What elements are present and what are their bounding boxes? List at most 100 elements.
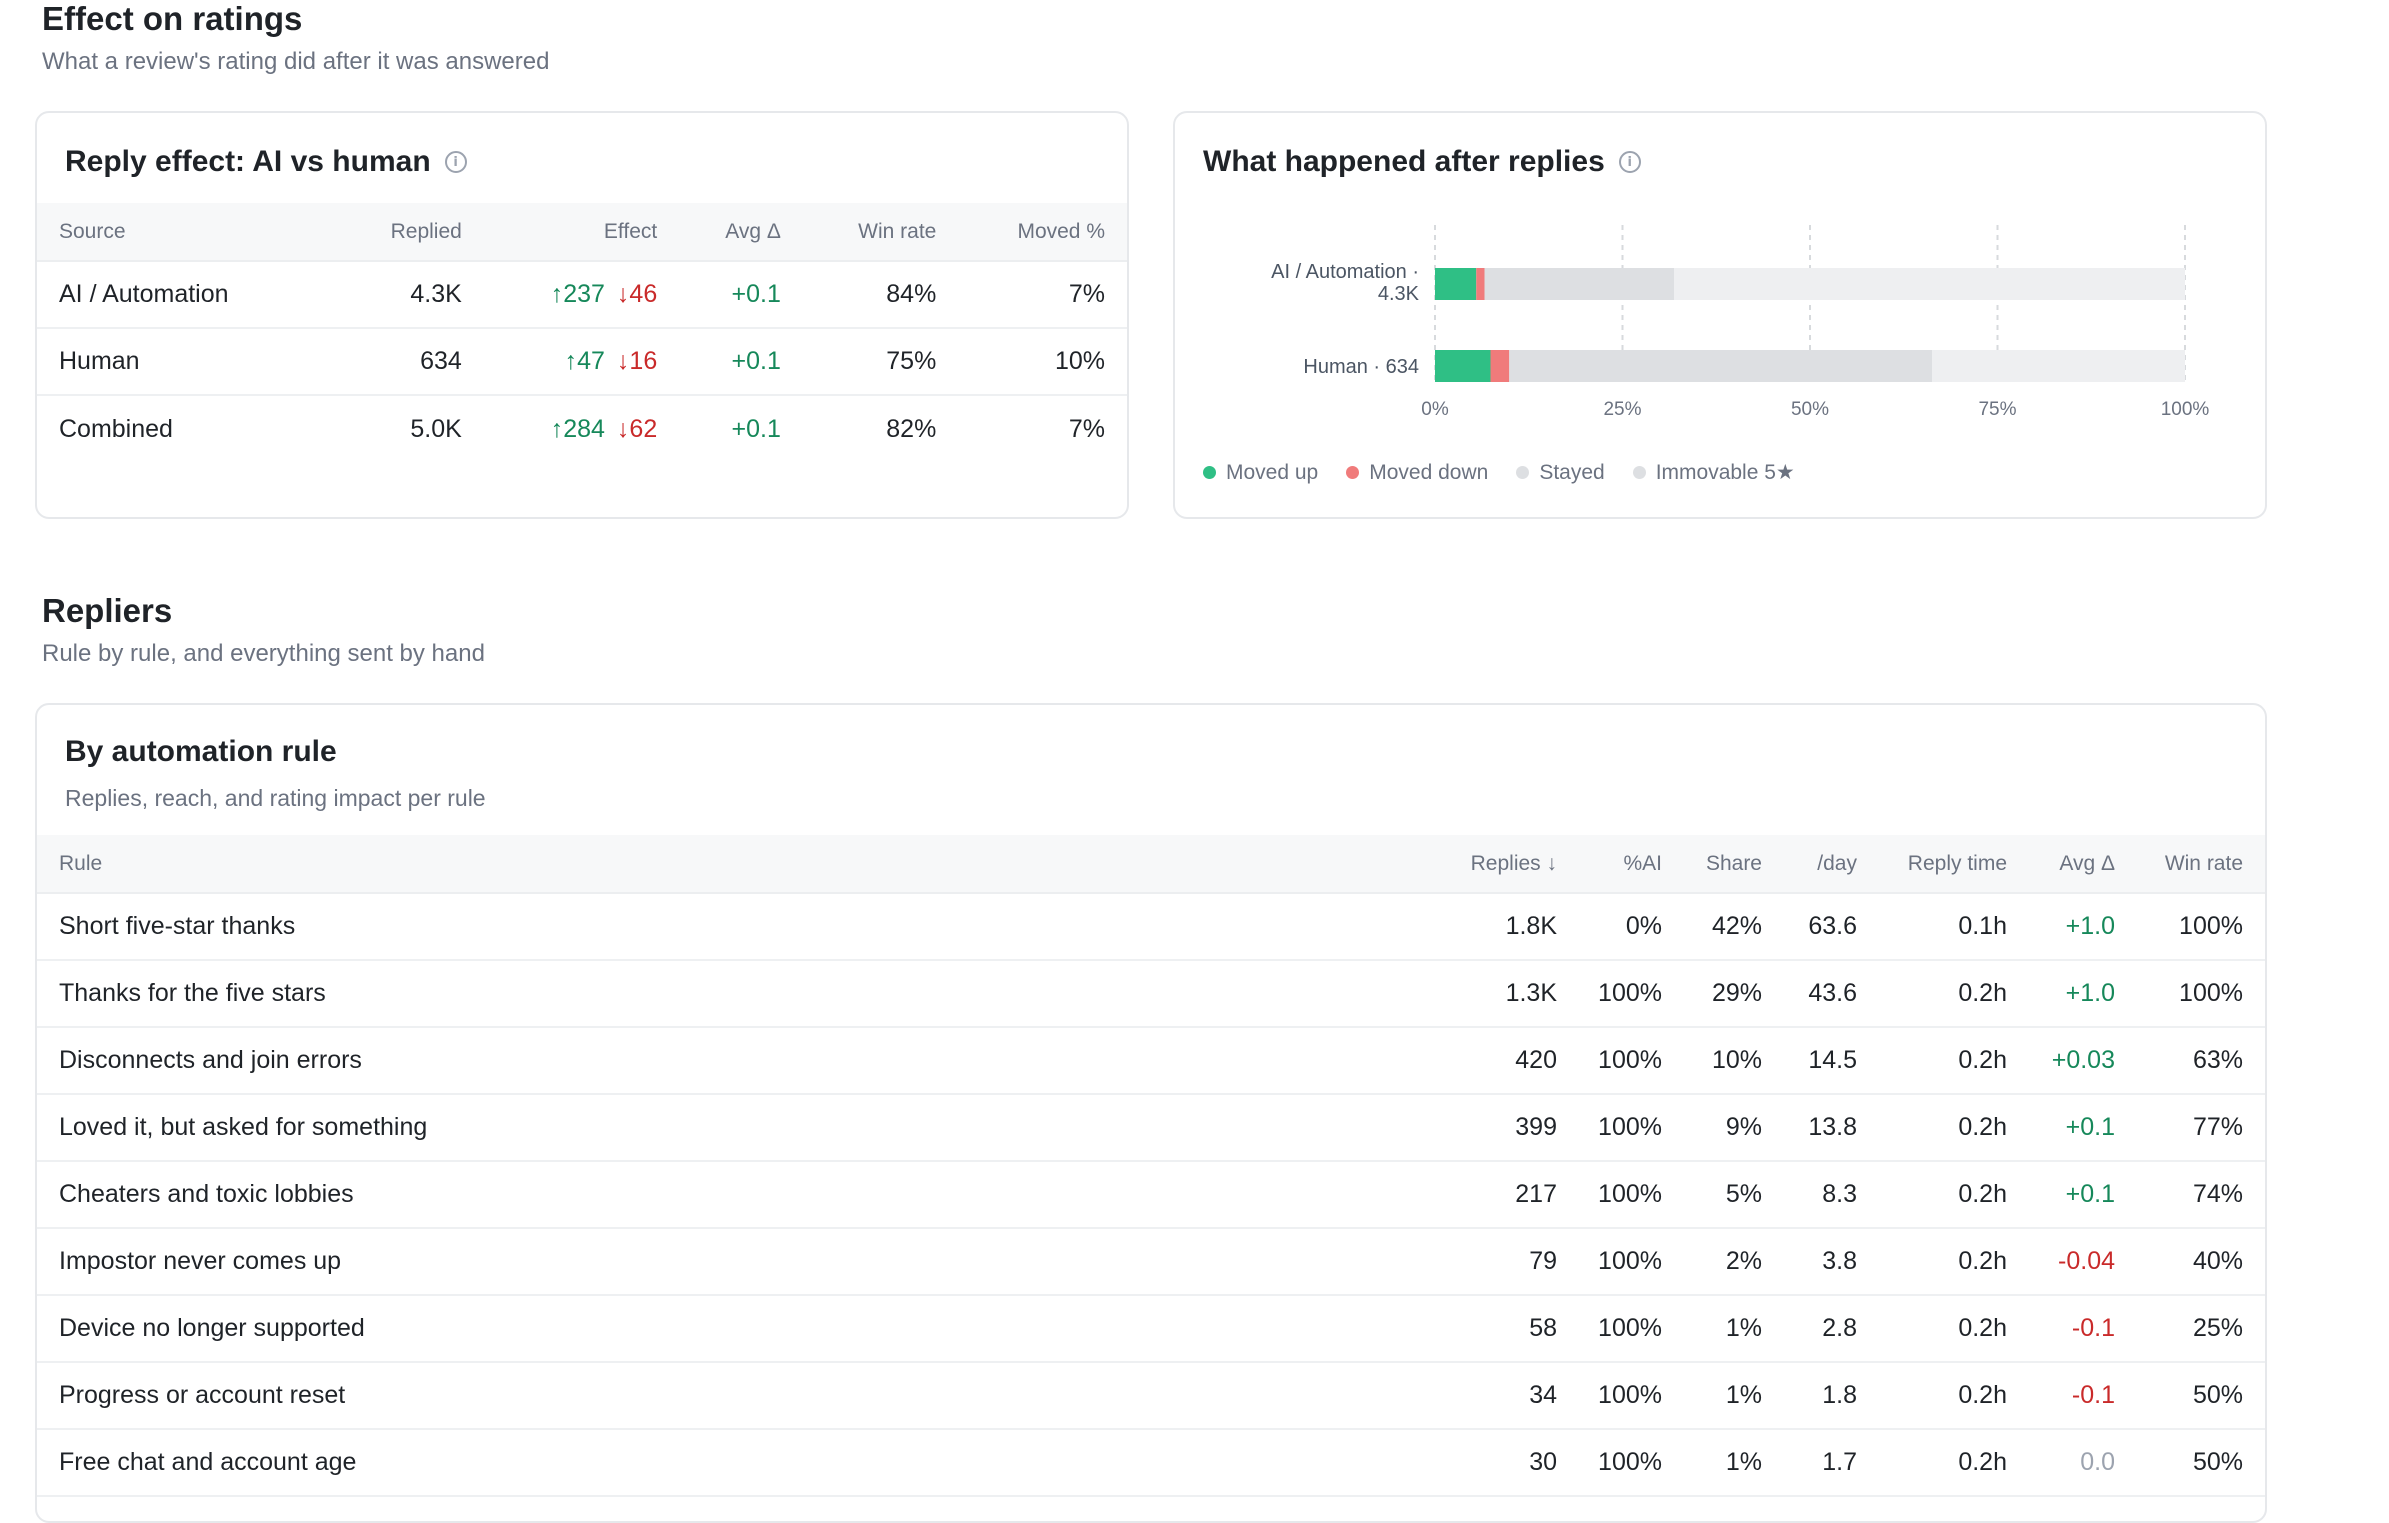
col-per-day[interactable]: /day	[1784, 835, 1879, 894]
reply-time-cell: 0.2h	[1879, 1362, 2029, 1430]
share-cell: 42%	[1684, 893, 1784, 961]
legend-item-moved-down[interactable]: Moved down	[1346, 461, 1488, 485]
bar-segment[interactable]	[1509, 350, 1933, 382]
repliers-section-title: Repliers	[42, 592, 173, 629]
table-row[interactable]: Short five-star thanks 1.8K 0% 42% 63.6 0.1h +…	[37, 893, 2265, 961]
reply-time-cell: 0.2h	[1879, 1295, 2029, 1363]
avg-delta-cell: -0.1	[2029, 1295, 2137, 1363]
rule-name-cell: Disconnects and join errors	[37, 1027, 1449, 1095]
legend-label: Moved up	[1226, 460, 1319, 484]
percent-ai-cell: 100%	[1579, 1228, 1684, 1296]
col-source[interactable]: Source	[37, 203, 339, 262]
bar-segment[interactable]	[1484, 268, 1675, 300]
col-rule[interactable]: Rule	[37, 835, 1449, 894]
per-day-cell: 8.3	[1784, 1161, 1879, 1229]
info-icon[interactable]: i	[444, 151, 467, 173]
effect-cell: ↑284 ↓62	[484, 395, 679, 462]
x-tick-label: 75%	[1978, 399, 2016, 420]
table-row[interactable]: Impostor never comes up 79 100% 2% 3.8 0.2h -0…	[37, 1228, 2265, 1296]
col-percent-ai[interactable]: %AI	[1579, 835, 1684, 894]
table-row[interactable]: Disconnects and join errors 420 100% 10% 14.…	[37, 1027, 2265, 1095]
info-icon[interactable]: i	[1618, 151, 1641, 173]
bar-segment[interactable]	[1476, 268, 1485, 300]
bar-segment[interactable]	[1932, 350, 2185, 382]
moved-up-count: ↑284	[550, 414, 605, 443]
avg-delta-cell: +1.0	[2029, 893, 2137, 961]
col-effect[interactable]: Effect	[483, 203, 680, 262]
source-cell: AI / Automation	[37, 261, 339, 329]
repliers-section-subtitle: Rule by rule, and everything sent by han…	[42, 640, 485, 667]
reply-time-cell: 0.2h	[1879, 1161, 2029, 1229]
legend-dot	[1346, 466, 1360, 479]
source-cell: Human	[37, 328, 339, 396]
win-rate-cell: 75%	[802, 328, 959, 396]
avg-delta-cell: +0.1	[2029, 1161, 2137, 1229]
col-share[interactable]: Share	[1684, 835, 1784, 894]
bar-segment[interactable]	[1490, 350, 1510, 382]
moved-cell: 10%	[958, 328, 1127, 396]
reply-time-cell: 0.2h	[1879, 1094, 2029, 1162]
share-cell: 1%	[1684, 1429, 1784, 1497]
outcome-chart: 0% 25% 50% 75% 100% AI / Automation · 4.3K Huma…	[1271, 225, 2210, 420]
win-rate-cell: 40%	[2137, 1228, 2265, 1296]
percent-ai-cell: 100%	[1579, 1362, 1684, 1430]
automation-rule-title: By automation rule	[65, 735, 337, 768]
percent-ai-cell: 100%	[1579, 1027, 1684, 1095]
legend-item-moved-up[interactable]: Moved up	[1203, 461, 1318, 485]
after-replies-title: What happened after replies i	[1203, 145, 1641, 179]
legend-label: Stayed	[1539, 460, 1605, 484]
bar-segment[interactable]	[1435, 268, 1477, 300]
percent-ai-cell: 100%	[1579, 1429, 1684, 1497]
legend-item-stayed[interactable]: Stayed	[1516, 460, 1605, 485]
moved-up-count: ↑47	[564, 347, 605, 375]
table-row[interactable]: Free chat and account age 30 100% 1% 1.7 0.2h…	[37, 1429, 2265, 1497]
table-row[interactable]: Cheaters and toxic lobbies 217 100% 5% 8.3 0.…	[37, 1161, 2265, 1229]
col-replied[interactable]: Replied	[338, 203, 484, 262]
col-avg-delta[interactable]: Avg Δ	[2029, 835, 2137, 894]
bar-segment[interactable]	[1435, 350, 1491, 382]
per-day-cell: 1.7	[1784, 1429, 1879, 1497]
col-replies-sorted[interactable]: Replies ↓	[1449, 835, 1579, 894]
table-header-row: Rule Replies ↓ %AI Share /day Reply time…	[37, 835, 2265, 894]
table-row[interactable]: Combined 5.0K ↑284 ↓62 +0.1 82% 7%	[37, 395, 1127, 462]
automation-rule-card: By automation rule Replies, reach, and r…	[35, 703, 2267, 1523]
share-cell: 10%	[1684, 1027, 1784, 1095]
win-rate-cell: 100%	[2137, 893, 2265, 961]
table-row[interactable]: Thanks for the five stars 1.3K 100% 29% 43.6…	[37, 960, 2265, 1028]
effect-section-title: Effect on ratings	[42, 0, 303, 37]
bar-segment[interactable]	[1674, 268, 2185, 300]
col-win-rate[interactable]: Win rate	[2137, 835, 2265, 894]
replies-cell: 420	[1449, 1027, 1579, 1095]
replies-cell: 1.3K	[1449, 960, 1579, 1028]
reply-effect-card: Reply effect: AI vs human i Source Repli…	[35, 111, 1129, 519]
col-moved[interactable]: Moved %	[958, 203, 1127, 262]
table-row[interactable]: Loved it, but asked for something 399 100%…	[37, 1094, 2265, 1162]
moved-up-count: ↑237	[550, 280, 605, 308]
after-replies-title-text: What happened after replies	[1203, 145, 1605, 178]
legend-item-immovable[interactable]: Immovable 5★	[1632, 460, 1795, 485]
rule-name-cell: Short five-star thanks	[37, 893, 1449, 961]
percent-ai-cell: 100%	[1579, 1094, 1684, 1162]
replied-cell: 5.0K	[410, 414, 462, 443]
col-reply-time[interactable]: Reply time	[1879, 835, 2029, 894]
share-cell: 2%	[1684, 1228, 1784, 1296]
win-rate-cell: 82%	[886, 414, 937, 443]
rule-name-cell: Impostor never comes up	[37, 1228, 1449, 1296]
category-label: Human · 634	[1303, 356, 1419, 378]
moved-cell: 7%	[958, 261, 1127, 329]
x-tick-label: 100%	[2161, 399, 2210, 420]
per-day-cell: 43.6	[1784, 960, 1879, 1028]
col-avg-delta[interactable]: Avg Δ	[679, 203, 803, 262]
win-rate-cell: 50%	[2137, 1362, 2265, 1430]
table-row[interactable]: Progress or account reset 34 100% 1% 1.8 0.2h…	[37, 1362, 2265, 1430]
col-win-rate[interactable]: Win rate	[802, 203, 959, 262]
table-row[interactable]: AI / Automation 4.3K ↑237 ↓46 +0.1 84% 7%	[37, 261, 1127, 329]
avg-delta-cell: +0.1	[679, 328, 803, 396]
table-row[interactable]: Human 634 ↑47 ↓16 +0.1 75% 10%	[37, 328, 1127, 396]
table-row[interactable]: Device no longer supported 58 100% 1% 2.8 0.2…	[37, 1295, 2265, 1363]
percent-ai-cell: 100%	[1579, 960, 1684, 1028]
rule-name-cell: Cheaters and toxic lobbies	[37, 1161, 1449, 1229]
x-tick-label: 25%	[1603, 399, 1641, 420]
legend-label: Immovable 5★	[1655, 461, 1795, 484]
avg-delta-cell: +0.1	[731, 414, 781, 443]
